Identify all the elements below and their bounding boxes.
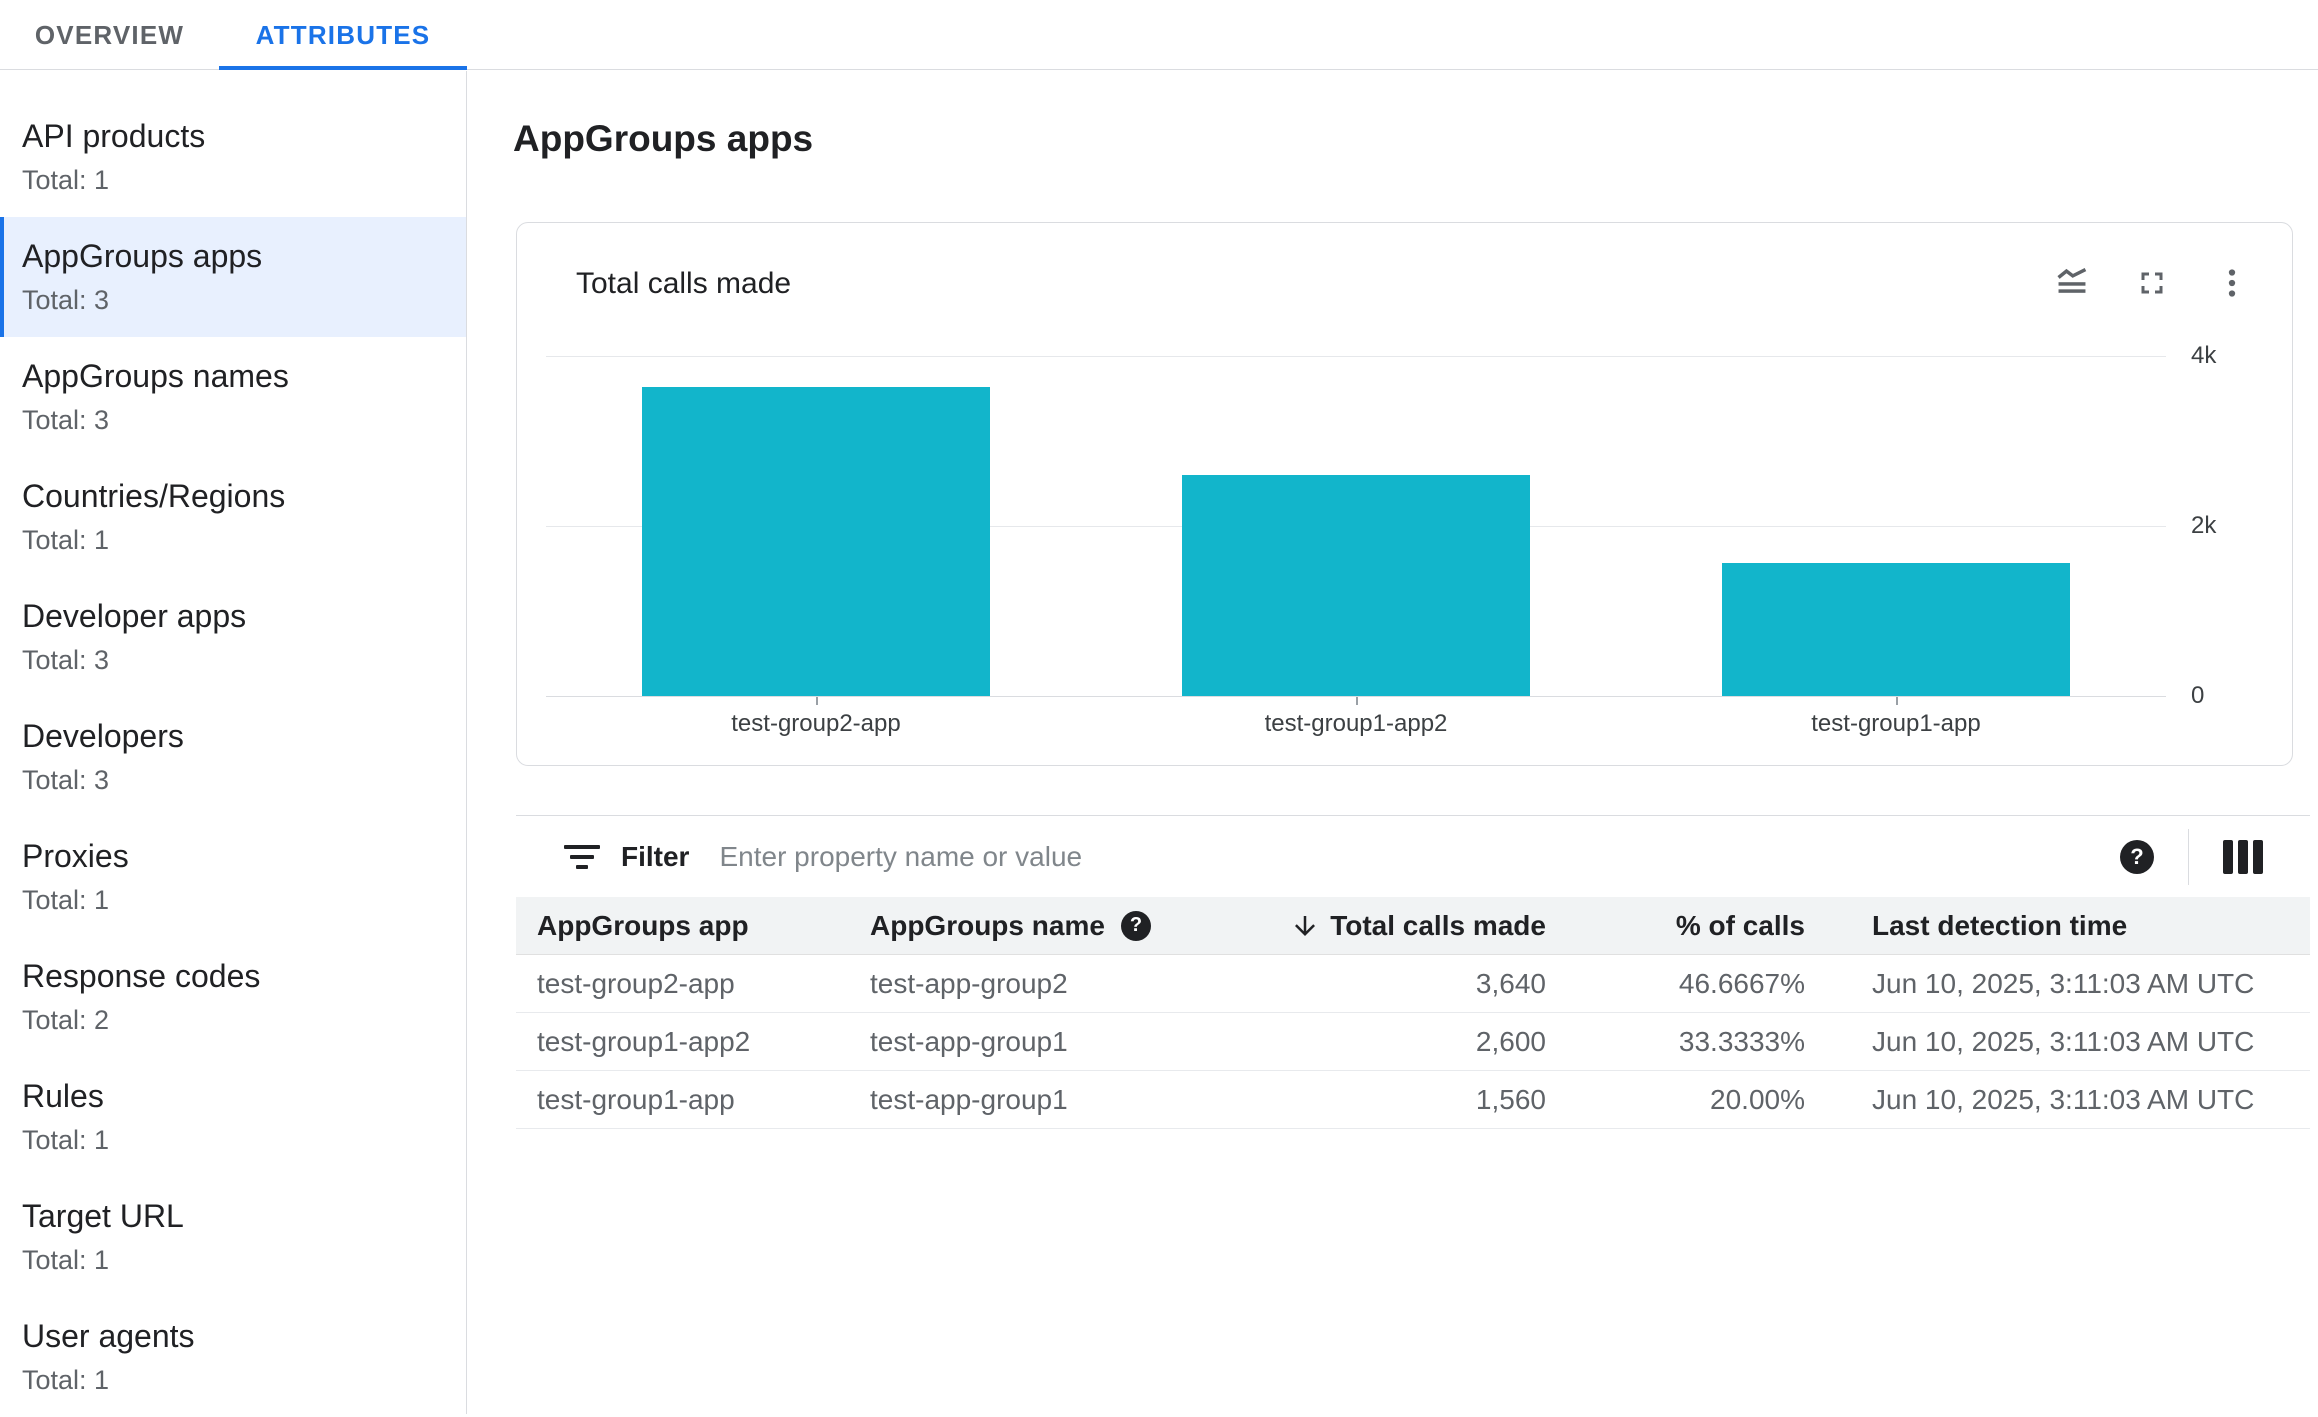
sidebar-item-appgroups-apps[interactable]: AppGroups apps Total: 3 [0, 217, 466, 337]
sidebar-item-user-agents[interactable]: User agents Total: 1 [0, 1297, 466, 1417]
sidebar-item-developer-apps[interactable]: Developer apps Total: 3 [0, 577, 466, 697]
header-appgroups-name-label: AppGroups name [870, 909, 1105, 941]
tab-bar: OVERVIEW ATTRIBUTES [0, 0, 2318, 70]
header-total-calls-made[interactable]: Total calls made [1230, 910, 1546, 942]
cell-total-calls: 2,600 [1475, 1025, 1546, 1057]
bar-slot [1626, 356, 2166, 705]
sidebar-item-label: Developers [22, 718, 184, 754]
sidebar-item-countries-regions[interactable]: Countries/Regions Total: 1 [0, 457, 466, 577]
sidebar-item-total: Total: 3 [22, 645, 110, 675]
sidebar-item-total: Total: 2 [22, 1005, 110, 1035]
sidebar-item-total: Total: 3 [22, 765, 110, 795]
sidebar-item-rules[interactable]: Rules Total: 1 [0, 1057, 466, 1177]
sidebar-item-total: Total: 1 [22, 525, 110, 555]
total-calls-chart-card: Total calls made test-group2-app test-gro… [516, 222, 2293, 766]
sidebar-item-developers[interactable]: Developers Total: 3 [0, 697, 466, 817]
column-display-icon[interactable] [2223, 839, 2263, 874]
more-vert-icon[interactable] [2212, 263, 2252, 303]
cell-appgroups-name: test-app-group2 [870, 967, 1068, 999]
sidebar-item-response-codes[interactable]: Response codes Total: 2 [0, 937, 466, 1057]
sidebar-item-total: Total: 1 [22, 165, 110, 195]
bar-test-group1-app2 [1182, 475, 1530, 696]
sidebar-item-appgroups-names[interactable]: AppGroups names Total: 3 [0, 337, 466, 457]
table-header-row: AppGroups app AppGroups name ? Total cal… [516, 897, 2310, 955]
table-row: test-group1-app2 test-app-group1 2,600 3… [516, 1013, 2310, 1071]
filter-label: Filter [621, 840, 690, 872]
sidebar-item-label: API products [22, 118, 206, 154]
filter-help-icon[interactable]: ? [2120, 839, 2154, 874]
y-tick-0: 0 [2191, 682, 2205, 709]
page-title: AppGroups apps [513, 118, 814, 159]
sidebar-item-label: User agents [22, 1318, 195, 1354]
attributes-sidebar: API products Total: 1 AppGroups apps Tot… [0, 71, 467, 1414]
sidebar-item-proxies[interactable]: Proxies Total: 1 [0, 817, 466, 937]
cell-appgroups-app: test-group1-app2 [537, 1025, 751, 1057]
bar-slot [546, 356, 1086, 705]
legend-toggle-icon[interactable] [2052, 263, 2092, 303]
sidebar-item-total: Total: 1 [22, 885, 110, 915]
filter-input[interactable] [719, 840, 2120, 873]
cell-percent-calls: 46.6667% [1678, 967, 1805, 999]
sidebar-item-target-url[interactable]: Target URL Total: 1 [0, 1177, 466, 1297]
sidebar-item-label: AppGroups apps [22, 238, 263, 274]
sidebar-item-label: Proxies [22, 838, 129, 874]
x-axis-baseline [546, 696, 2166, 697]
cell-last-detection: Jun 10, 2025, 3:11:03 AM UTC [1872, 1025, 2255, 1057]
chart-xlabels: test-group2-app test-group1-app2 test-grou… [546, 710, 2166, 738]
appgroups-table: AppGroups app AppGroups name ? Total cal… [516, 897, 2310, 1129]
sidebar-item-total: Total: 3 [22, 285, 110, 315]
cell-appgroups-name: test-app-group1 [870, 1083, 1068, 1115]
sort-descending-icon [1290, 911, 1320, 941]
tab-attributes[interactable]: ATTRIBUTES [219, 0, 467, 70]
y-tick-2k: 2k [2191, 512, 2217, 539]
bar-chart-plot-area [546, 356, 2166, 705]
cell-percent-calls: 20.00% [1710, 1083, 1805, 1115]
table-filter-bar: Filter ? [516, 815, 2310, 897]
cell-appgroups-app: test-group2-app [537, 967, 735, 999]
filter-bar-divider [2188, 828, 2189, 885]
bar-xlabel: test-group1-app [1811, 710, 1981, 737]
cell-percent-calls: 33.3333% [1678, 1025, 1805, 1057]
cell-appgroups-name: test-app-group1 [870, 1025, 1068, 1057]
sidebar-item-label: Developer apps [22, 598, 247, 634]
cell-last-detection: Jun 10, 2025, 3:11:03 AM UTC [1872, 1083, 2255, 1115]
header-appgroups-name[interactable]: AppGroups name ? [870, 910, 1230, 942]
header-appgroups-app[interactable]: AppGroups app [537, 909, 749, 941]
gridline-4k [546, 356, 2166, 357]
sidebar-item-label: AppGroups names [22, 358, 289, 394]
sidebar-item-total: Total: 1 [22, 1365, 110, 1395]
bar-test-group2-app [642, 386, 990, 696]
chart-title: Total calls made [576, 267, 792, 300]
fullscreen-icon[interactable] [2132, 263, 2172, 303]
header-total-calls-label: Total calls made [1330, 909, 1546, 941]
sidebar-item-api-products[interactable]: API products Total: 1 [0, 97, 466, 217]
header-percent-of-calls[interactable]: % of calls [1675, 909, 1805, 941]
cell-last-detection: Jun 10, 2025, 3:11:03 AM UTC [1872, 967, 2255, 999]
bar-xlabel: test-group1-app2 [1264, 710, 1448, 737]
sidebar-item-label: Countries/Regions [22, 478, 286, 514]
tab-overview[interactable]: OVERVIEW [34, 19, 185, 50]
appgroups-name-help-icon[interactable]: ? [1120, 910, 1151, 941]
chart-bars [546, 356, 2166, 705]
bar-test-group1-app [1722, 563, 2070, 696]
cell-total-calls: 3,640 [1475, 967, 1546, 999]
y-tick-4k: 4k [2191, 342, 2217, 369]
table-row: test-group1-app test-app-group1 1,560 20… [516, 1071, 2310, 1129]
sidebar-item-label: Response codes [22, 958, 261, 994]
bar-xlabel: test-group2-app [731, 710, 901, 737]
sidebar-item-total: Total: 1 [22, 1245, 110, 1275]
sidebar-item-total: Total: 3 [22, 405, 110, 435]
filter-list-icon [563, 844, 601, 870]
header-last-detection-time[interactable]: Last detection time [1872, 909, 2128, 941]
bar-slot [1086, 356, 1626, 705]
cell-total-calls: 1,560 [1475, 1083, 1546, 1115]
sidebar-item-label: Target URL [22, 1198, 184, 1234]
sidebar-item-total: Total: 1 [22, 1125, 110, 1155]
table-row: test-group2-app test-app-group2 3,640 46… [516, 955, 2310, 1013]
cell-appgroups-app: test-group1-app [537, 1083, 735, 1115]
sidebar-item-label: Rules [22, 1078, 104, 1114]
